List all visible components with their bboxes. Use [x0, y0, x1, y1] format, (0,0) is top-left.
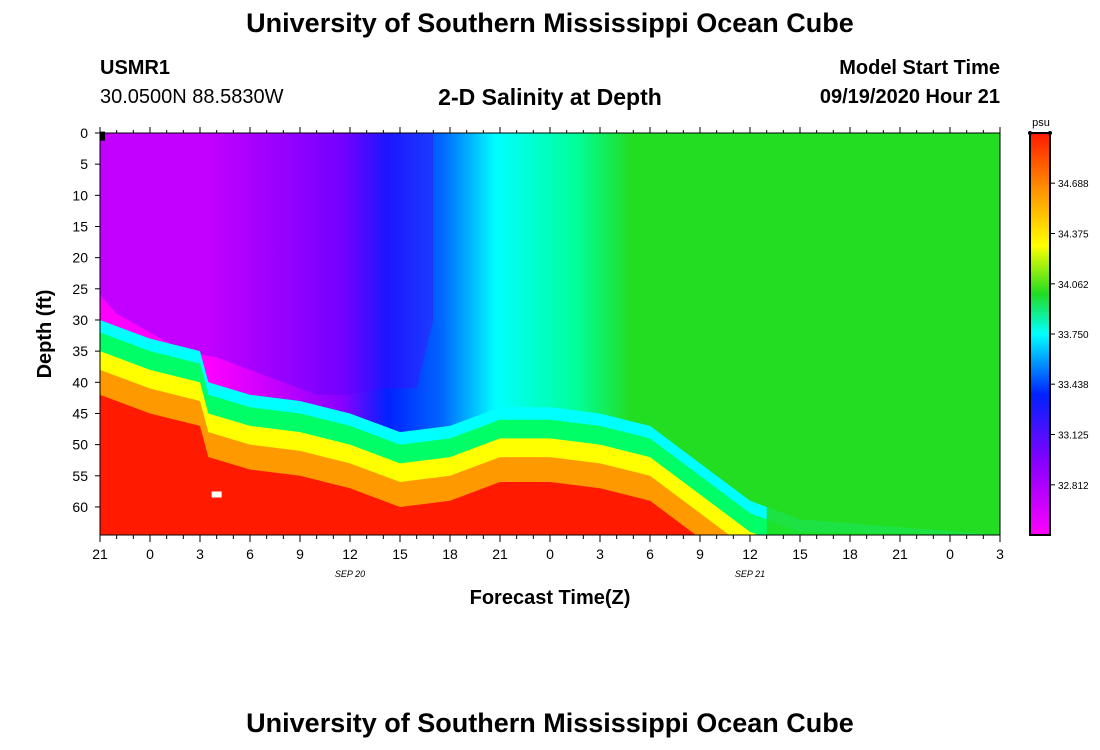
- y-tick-label: 20: [72, 250, 88, 266]
- x-tick-label: 9: [696, 546, 704, 562]
- x-tick-label: 0: [146, 546, 154, 562]
- x-tick-label: 18: [842, 546, 858, 562]
- y-tick-label: 0: [80, 125, 88, 141]
- data-marker-white: [211, 491, 222, 498]
- x-tick-label: 0: [546, 546, 554, 562]
- x-tick-label: 15: [792, 546, 808, 562]
- x-tick-label: 6: [246, 546, 254, 562]
- colorbar-unit: psu: [1032, 117, 1050, 129]
- x-tick-label: 18: [442, 546, 458, 562]
- x-tick-label: 0: [946, 546, 954, 562]
- y-tick-label: 60: [72, 499, 88, 515]
- y-tick-label: 25: [72, 281, 88, 297]
- x-tick-label: 9: [296, 546, 304, 562]
- colorbar-tick-label: 33.125: [1058, 431, 1089, 442]
- x-tick-label: 3: [996, 546, 1004, 562]
- colorbar-gradient: [1029, 132, 1051, 536]
- colorbar-tick-label: 32.812: [1058, 481, 1089, 492]
- x-tick-label: 3: [596, 546, 604, 562]
- y-tick-label: 5: [80, 156, 88, 172]
- station-id: USMR1: [100, 57, 171, 79]
- x-tick-label: 3: [196, 546, 204, 562]
- colorbar-tick-label: 34.375: [1058, 230, 1089, 241]
- x-tick-label: 12: [342, 546, 358, 562]
- x-axis: 21 0 3 6 9 12 15 18 21 0 3 6 9 12 15 18 21 0 3 SEP 20 SEP 21: [92, 127, 1004, 579]
- station-coords: 30.0500N 88.5830W: [100, 86, 284, 108]
- y-axis-label: Depth (ft): [34, 290, 56, 379]
- markers: [100, 131, 222, 498]
- y-tick-label: 40: [72, 374, 88, 390]
- x-axis-label: Forecast Time(Z): [470, 587, 631, 609]
- date-label: SEP 21: [735, 569, 765, 579]
- bottom-water-red: [100, 394, 1000, 535]
- page-title-bottom: University of Southern Mississippi Ocean…: [246, 708, 854, 738]
- colorbar: psu 34.688 34.375 34.062 33.750 33.438 33.125…: [1028, 117, 1089, 536]
- date-label: SEP 20: [335, 569, 365, 579]
- y-axis: 0 5 10 15 20 25 30 35 40 45 50 55 60: [72, 125, 100, 515]
- y-tick-label: 45: [72, 405, 88, 421]
- x-tick-label: 12: [742, 546, 758, 562]
- data-marker-black: [100, 131, 105, 141]
- x-tick-label: 21: [492, 546, 508, 562]
- colorbar-corner-dot: [1028, 131, 1032, 135]
- y-tick-label: 10: [72, 187, 88, 203]
- right-green-fade: [766, 133, 1000, 535]
- y-tick-label: 30: [72, 312, 88, 328]
- fresh-water-layer: [100, 133, 434, 395]
- y-tick-label: 55: [72, 468, 88, 484]
- y-tick-label: 15: [72, 218, 88, 234]
- y-tick-label: 35: [72, 343, 88, 359]
- colorbar-tick-label: 33.438: [1058, 380, 1089, 391]
- x-tick-label: 21: [892, 546, 908, 562]
- colorbar-tick-label: 33.750: [1058, 330, 1089, 341]
- x-tick-label: 15: [392, 546, 408, 562]
- y-tick-label: 50: [72, 437, 88, 453]
- x-tick-label: 21: [92, 546, 108, 562]
- model-start-label: Model Start Time: [839, 57, 1000, 79]
- colorbar-tick-label: 34.062: [1058, 280, 1089, 291]
- colorbar-tick-label: 34.688: [1058, 179, 1089, 190]
- model-start-value: 09/19/2020 Hour 21: [819, 86, 1000, 108]
- x-tick-label: 6: [646, 546, 654, 562]
- chart-title: 2-D Salinity at Depth: [438, 84, 662, 110]
- page-title-top: University of Southern Mississippi Ocean…: [246, 8, 854, 38]
- colorbar-corner-dot: [1048, 131, 1052, 135]
